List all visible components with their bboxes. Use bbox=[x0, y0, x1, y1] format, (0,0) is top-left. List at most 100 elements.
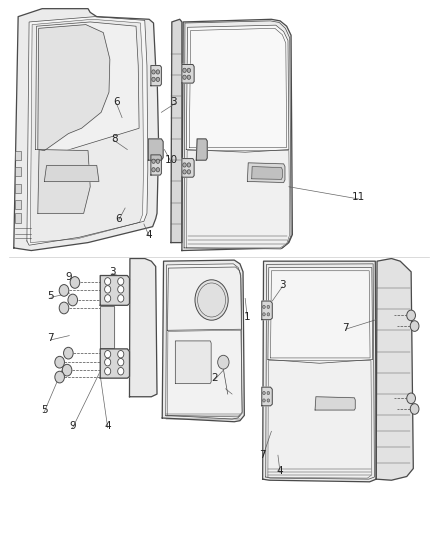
Circle shape bbox=[55, 357, 64, 368]
Text: 9: 9 bbox=[69, 421, 76, 431]
Circle shape bbox=[410, 321, 419, 332]
Polygon shape bbox=[167, 267, 242, 330]
Polygon shape bbox=[376, 259, 413, 480]
Circle shape bbox=[59, 285, 69, 296]
Circle shape bbox=[183, 169, 186, 174]
Circle shape bbox=[183, 68, 186, 72]
Polygon shape bbox=[14, 9, 159, 251]
Circle shape bbox=[105, 368, 111, 375]
Polygon shape bbox=[100, 306, 114, 349]
Text: 5: 5 bbox=[41, 405, 48, 415]
Polygon shape bbox=[175, 341, 211, 383]
Polygon shape bbox=[151, 155, 161, 175]
Circle shape bbox=[68, 294, 78, 306]
Circle shape bbox=[156, 159, 159, 164]
Polygon shape bbox=[268, 268, 373, 364]
Text: 7: 7 bbox=[259, 450, 266, 460]
Circle shape bbox=[218, 356, 229, 369]
Circle shape bbox=[263, 305, 265, 309]
Circle shape bbox=[263, 399, 265, 402]
Polygon shape bbox=[182, 159, 194, 177]
Polygon shape bbox=[148, 139, 163, 160]
Text: 7: 7 bbox=[343, 322, 349, 333]
Polygon shape bbox=[263, 261, 376, 482]
Polygon shape bbox=[151, 66, 161, 86]
Circle shape bbox=[407, 310, 416, 321]
Circle shape bbox=[105, 295, 111, 302]
Circle shape bbox=[407, 393, 416, 403]
Bar bbox=[15, 166, 21, 176]
Circle shape bbox=[152, 167, 155, 172]
Circle shape bbox=[105, 286, 111, 293]
Circle shape bbox=[62, 365, 72, 376]
Bar bbox=[15, 151, 21, 160]
Text: 10: 10 bbox=[164, 155, 177, 165]
Circle shape bbox=[152, 159, 155, 164]
Circle shape bbox=[267, 305, 270, 309]
Circle shape bbox=[183, 75, 186, 79]
Circle shape bbox=[267, 313, 270, 316]
Text: 1: 1 bbox=[244, 312, 251, 322]
Circle shape bbox=[118, 368, 124, 375]
Polygon shape bbox=[100, 349, 130, 378]
Polygon shape bbox=[262, 387, 272, 406]
Text: 4: 4 bbox=[277, 466, 283, 476]
Text: 3: 3 bbox=[170, 96, 177, 107]
Polygon shape bbox=[186, 151, 290, 248]
Text: 2: 2 bbox=[211, 373, 218, 383]
Polygon shape bbox=[182, 64, 194, 83]
Circle shape bbox=[410, 403, 419, 414]
Polygon shape bbox=[166, 264, 242, 419]
Circle shape bbox=[59, 302, 69, 314]
Circle shape bbox=[187, 68, 191, 72]
Text: 4: 4 bbox=[104, 421, 111, 431]
Polygon shape bbox=[252, 166, 283, 179]
Circle shape bbox=[118, 351, 124, 358]
Text: 4: 4 bbox=[146, 230, 152, 240]
Text: 5: 5 bbox=[48, 290, 54, 301]
Circle shape bbox=[187, 169, 191, 174]
Text: 3: 3 bbox=[279, 280, 286, 290]
Bar bbox=[15, 199, 21, 209]
Circle shape bbox=[156, 77, 159, 82]
Circle shape bbox=[156, 167, 159, 172]
Text: 8: 8 bbox=[111, 134, 117, 144]
Circle shape bbox=[118, 295, 124, 302]
Circle shape bbox=[118, 278, 124, 285]
Polygon shape bbox=[162, 260, 244, 422]
Circle shape bbox=[156, 70, 159, 74]
Circle shape bbox=[118, 359, 124, 366]
Polygon shape bbox=[100, 276, 130, 305]
Circle shape bbox=[263, 391, 265, 394]
Circle shape bbox=[263, 313, 265, 316]
Circle shape bbox=[267, 399, 270, 402]
Circle shape bbox=[195, 280, 228, 320]
Bar bbox=[15, 213, 21, 223]
Polygon shape bbox=[262, 301, 272, 320]
Polygon shape bbox=[182, 19, 292, 251]
Circle shape bbox=[64, 348, 73, 359]
Polygon shape bbox=[130, 259, 157, 397]
Polygon shape bbox=[38, 150, 90, 213]
Circle shape bbox=[105, 351, 111, 358]
Polygon shape bbox=[247, 163, 285, 182]
Polygon shape bbox=[315, 397, 355, 410]
Polygon shape bbox=[186, 25, 289, 152]
Circle shape bbox=[105, 359, 111, 366]
Bar bbox=[15, 183, 21, 193]
Circle shape bbox=[105, 278, 111, 285]
Polygon shape bbox=[167, 330, 242, 417]
Polygon shape bbox=[30, 19, 144, 243]
Polygon shape bbox=[38, 25, 110, 151]
Polygon shape bbox=[196, 139, 207, 160]
Text: 11: 11 bbox=[352, 192, 365, 203]
Text: 6: 6 bbox=[115, 214, 122, 224]
Polygon shape bbox=[171, 19, 182, 243]
Text: 9: 9 bbox=[65, 272, 72, 282]
Circle shape bbox=[187, 75, 191, 79]
Circle shape bbox=[152, 70, 155, 74]
Polygon shape bbox=[27, 17, 148, 245]
Polygon shape bbox=[35, 22, 139, 151]
Circle shape bbox=[55, 371, 64, 383]
Circle shape bbox=[70, 277, 80, 288]
